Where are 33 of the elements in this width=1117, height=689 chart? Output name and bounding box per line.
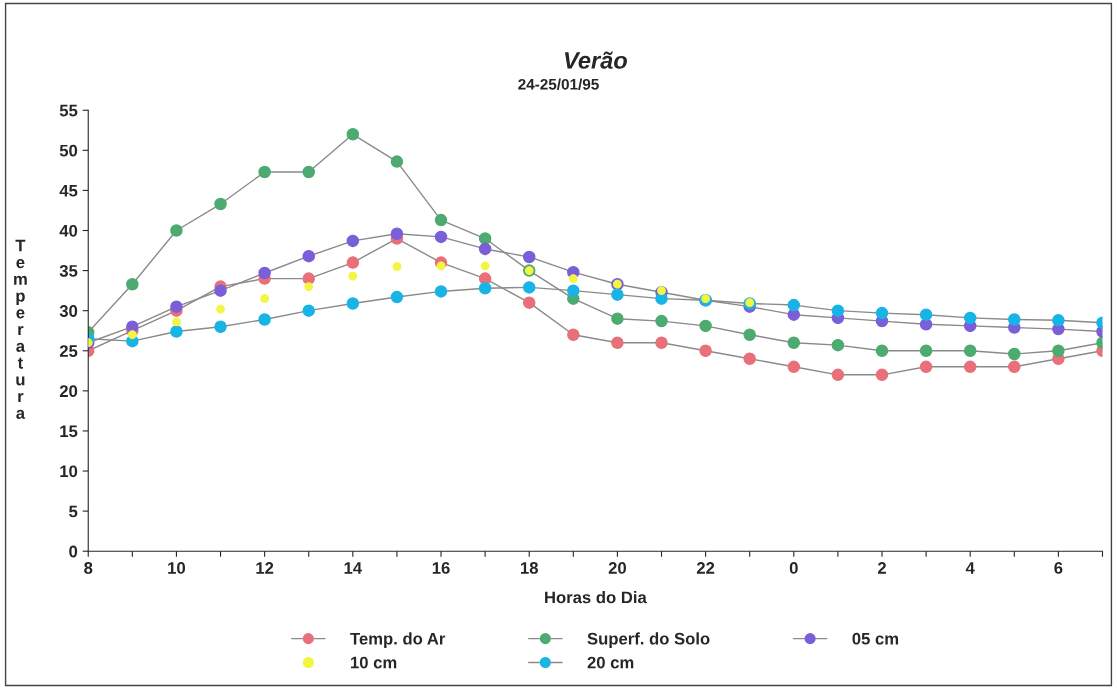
y-tick-label: 0 [69, 545, 78, 558]
y-tick-label: 15 [60, 425, 78, 438]
x-tick-label: 20 [608, 562, 626, 574]
legend-label: Superf. do Solo [587, 632, 710, 648]
y-tick-label: 10 [60, 465, 78, 478]
chart-title: Verão [564, 51, 627, 69]
x-tick-label: 10 [168, 562, 186, 574]
x-tick-label: 8 [84, 562, 93, 574]
y-tick-label: 30 [59, 305, 78, 317]
y-tick-label: 25 [59, 345, 78, 357]
x-tick-label: 16 [432, 562, 450, 574]
x-tick-label: 2 [877, 562, 886, 574]
x-tick-label: 4 [965, 562, 975, 574]
x-tick-label: 14 [344, 562, 363, 574]
y-tick-label: 55 [59, 104, 78, 117]
text: Temperatura [14, 239, 27, 419]
chart-subtitle: 24-25/01/95 [518, 78, 599, 90]
y-tick-label: 40 [59, 224, 78, 237]
x-axis-title: Horas do Dia [545, 591, 647, 604]
y-tick-label: 35 [59, 264, 78, 277]
y-tick-label: 20 [59, 385, 78, 398]
x-tick-label: 6 [1054, 562, 1063, 574]
y-tick-label: 50 [59, 144, 78, 157]
y-tick-label: 5 [69, 505, 78, 518]
y-tick-label: 45 [59, 184, 78, 197]
legend-label: Temp. do Ar [350, 632, 446, 648]
x-tick-label: 22 [696, 562, 715, 574]
x-tick-label: 12 [256, 562, 274, 574]
legend-label: 20 cm [587, 656, 634, 669]
x-tick-label: 18 [521, 562, 538, 574]
x-tick-label: 0 [789, 562, 798, 574]
legend-label: 10 cm [351, 656, 397, 669]
legend-label: 05 cm [852, 632, 899, 645]
